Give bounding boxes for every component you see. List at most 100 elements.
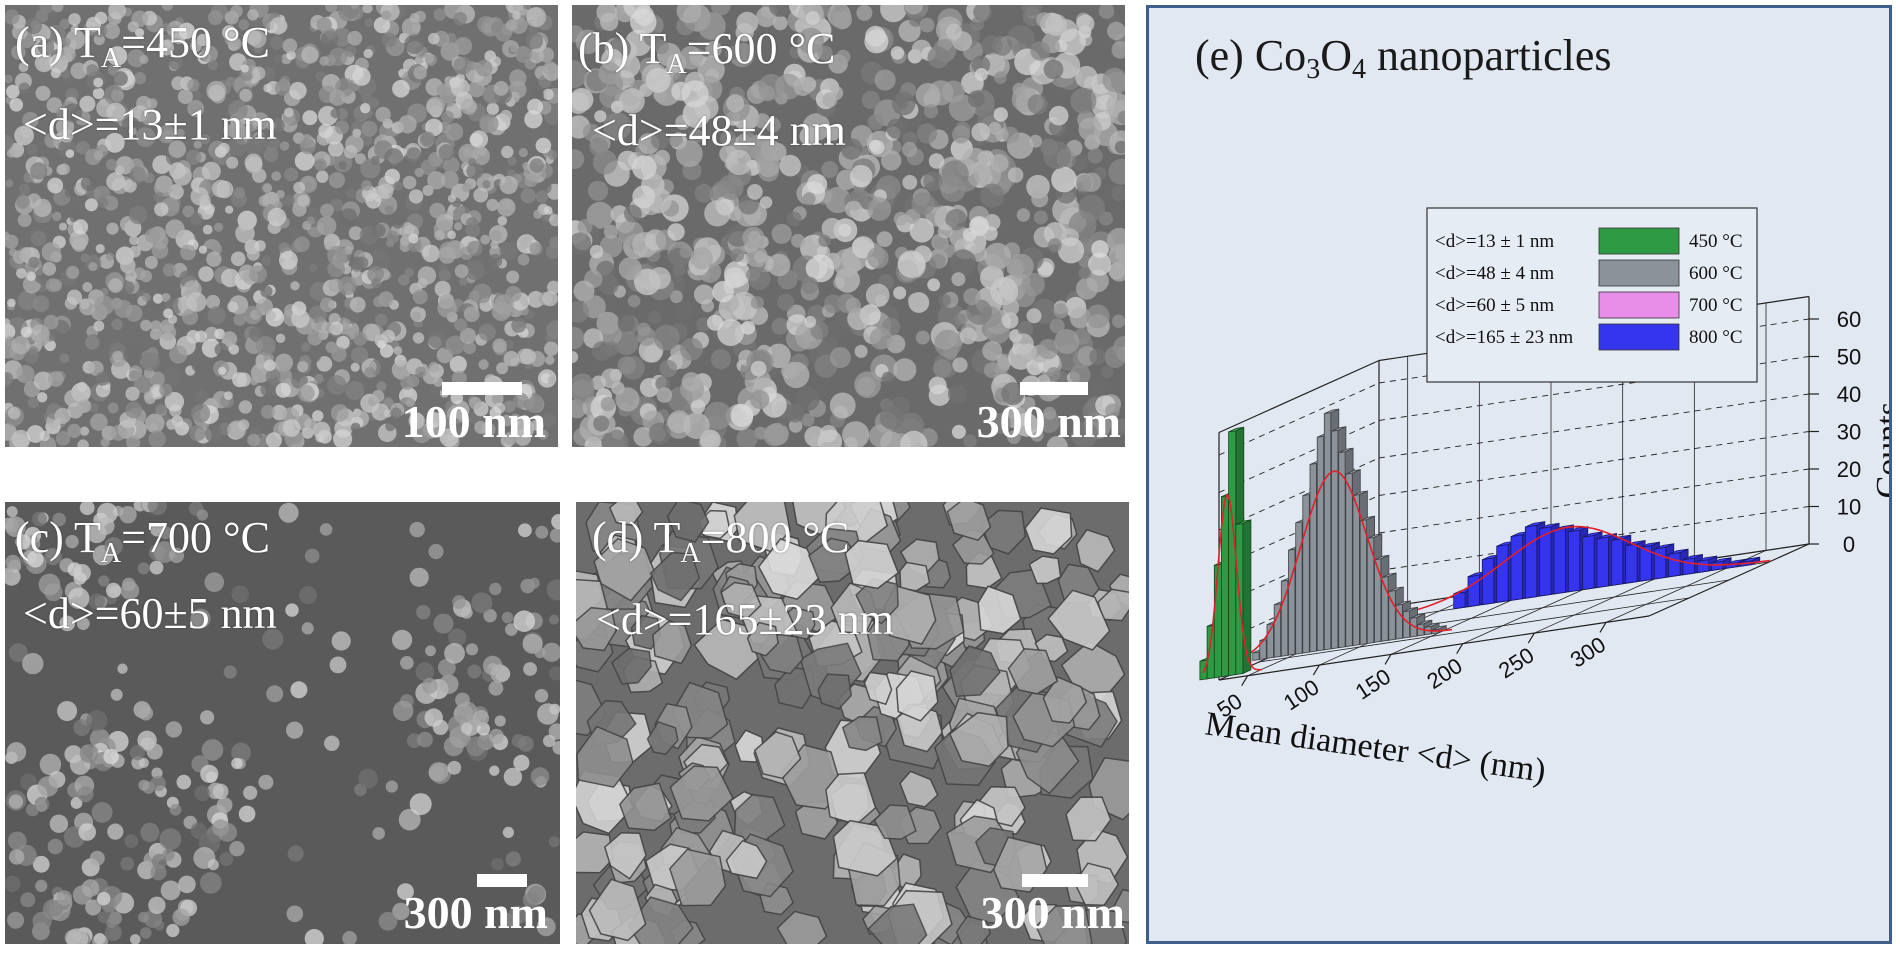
bar (1496, 544, 1509, 603)
bar (1553, 528, 1566, 595)
legend-temp-label: 600 °C (1689, 263, 1743, 284)
bar (1352, 494, 1360, 647)
series-4 (1364, 521, 1771, 622)
bar (1639, 545, 1652, 582)
bar (1206, 624, 1215, 680)
x-axis-label: Mean diameter <d> (nm) (1203, 705, 1548, 789)
bar (1316, 435, 1325, 652)
bar (1345, 472, 1353, 648)
bar (1288, 548, 1296, 656)
bar (1510, 534, 1523, 601)
legend-box (1426, 207, 1758, 383)
legend-size-label: <d>=165 ± 23 nm (1435, 327, 1573, 348)
bar (1539, 526, 1552, 597)
bar (1259, 639, 1267, 660)
particles-d (576, 502, 1129, 944)
bar (1467, 574, 1480, 608)
bar (1388, 590, 1396, 641)
bar (1309, 463, 1317, 653)
z-tick-label: 40 (1837, 382, 1861, 407)
z-axis-label: Counts (1870, 402, 1889, 498)
sem-panel-c: (c) TA=700 °C <d>=60±5 nm 300 nm (5, 502, 560, 944)
bar (1402, 610, 1411, 639)
z-tick-label: 0 (1843, 532, 1855, 557)
legend-swatch (1598, 291, 1680, 319)
x-tick-label: 300 (1566, 632, 1610, 673)
bar-side (1242, 519, 1252, 675)
panel-c-scale-label: 300 nm (403, 887, 548, 938)
panel-d-size: <d>=165±23 nm (596, 595, 894, 644)
series-2 (1241, 408, 1453, 661)
x-tick-label: 250 (1494, 642, 1538, 683)
x-tick-label: 200 (1422, 653, 1466, 694)
z-tick-label: 20 (1837, 457, 1861, 482)
bar (1653, 546, 1667, 580)
bar (1610, 538, 1624, 586)
legend-swatch (1598, 259, 1680, 287)
bar (1696, 559, 1710, 574)
legend-swatch (1598, 323, 1680, 351)
chart-title: (e) Co3O4 nanoparticles (1195, 31, 1612, 85)
panel-d-label: (d) TA=800 °C (592, 513, 850, 569)
legend-size-label: <d>=60 ± 5 nm (1435, 295, 1554, 316)
bar (1395, 604, 1403, 640)
z-tick-label: 60 (1837, 307, 1861, 332)
bar (1338, 451, 1346, 649)
panel-a-scalebar (442, 382, 522, 395)
sem-texture-a (5, 5, 558, 447)
bar (1668, 552, 1681, 578)
x-tick-label: 100 (1279, 674, 1323, 715)
sem-texture-c (5, 502, 560, 944)
bar (1682, 557, 1695, 576)
bar (1213, 563, 1222, 679)
x-tick-label: 150 (1351, 664, 1395, 705)
bar (1331, 429, 1339, 650)
panel-a-size: <d>=13±1 nm (23, 100, 277, 149)
bar (1453, 591, 1466, 610)
bar (1295, 521, 1303, 655)
particles-a (5, 5, 558, 447)
bar (1567, 529, 1581, 593)
fit-curve (1202, 493, 1262, 674)
panel-b-scalebar (1020, 382, 1088, 395)
bar (1228, 430, 1237, 677)
histogram-panel: (e) Co3O4 nanoparticles 0 10 20 30 40 50 60 Cou… (1146, 5, 1892, 944)
panel-c-label: (c) TA=700 °C (15, 513, 270, 569)
z-axis: 0 10 20 30 40 50 60 Counts (1809, 307, 1889, 557)
panel-b-size: <d>=48±4 nm (592, 106, 846, 155)
panel-d-scalebar (1022, 874, 1088, 887)
panel-c-size: <d>=60±5 nm (23, 589, 277, 638)
panel-a-label: (a) TA=450 °C (15, 18, 270, 74)
panel-d-scale-label: 300 nm (980, 887, 1125, 938)
bar (1582, 535, 1595, 591)
bar (1481, 557, 1495, 606)
bar (1323, 412, 1332, 651)
particles-b (572, 5, 1125, 447)
particles-c (5, 502, 560, 944)
z-tick-label: 50 (1837, 345, 1861, 370)
bar (1524, 524, 1538, 599)
panel-c-scalebar (477, 874, 527, 887)
panel-b-scale-label: 300 nm (976, 396, 1121, 447)
bar (1252, 651, 1260, 661)
z-tick-label: 10 (1837, 495, 1861, 520)
legend-swatch (1598, 227, 1680, 255)
sem-texture-d (576, 502, 1129, 944)
sem-panel-b: (b) TA=600 °C <d>=48±4 nm 300 nm (572, 5, 1125, 447)
legend-size-label: <d>=48 ± 4 nm (1435, 263, 1554, 284)
bar (1359, 519, 1368, 645)
bar (1302, 494, 1310, 654)
bar (1711, 560, 1724, 571)
bar (1366, 537, 1375, 644)
bar (1381, 576, 1389, 642)
legend-temp-label: 450 °C (1689, 231, 1743, 252)
legend-temp-label: 800 °C (1689, 327, 1743, 348)
legend-size-label: <d>=13 ± 1 nm (1435, 231, 1554, 252)
fit-curve (1364, 525, 1771, 622)
legend: <d>=13 ± 1 nm 450 °C <d>=48 ± 4 nm 600 °C <d… (1426, 207, 1758, 383)
legend-temp-label: 700 °C (1689, 295, 1743, 316)
series-1 (1199, 426, 1262, 681)
sem-texture-b (572, 5, 1125, 447)
panel-a-scale-label: 100 nm (401, 396, 546, 447)
